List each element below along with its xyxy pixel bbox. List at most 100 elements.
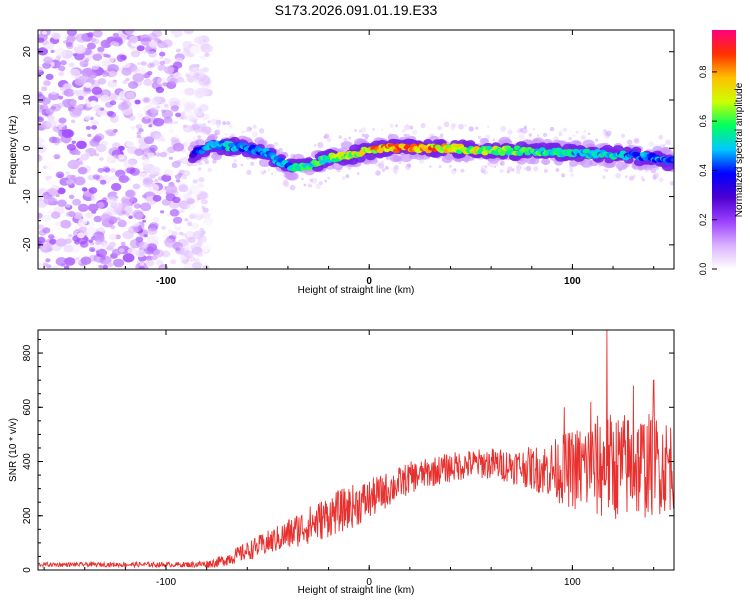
noise-blob — [132, 73, 145, 83]
noise-blob — [149, 144, 158, 152]
halo-point — [229, 124, 233, 129]
halo-point — [629, 175, 635, 181]
noise-blob — [55, 221, 62, 227]
noise-blob — [198, 108, 202, 112]
noise-blob — [40, 241, 51, 251]
halo-point — [572, 134, 576, 137]
noise-blob — [184, 87, 195, 96]
halo-point — [506, 170, 510, 174]
noise-blob — [135, 213, 144, 219]
halo-point — [602, 175, 606, 179]
noise-blob — [38, 262, 42, 268]
noise-blob — [133, 203, 141, 209]
noise-blob — [42, 214, 52, 222]
noise-blob — [159, 101, 170, 110]
halo-point — [222, 121, 227, 126]
halo-point — [464, 124, 467, 127]
halo-point — [389, 123, 394, 128]
ridge-outer-point — [616, 161, 628, 170]
noise-blob — [168, 97, 181, 107]
noise-blob — [128, 35, 139, 44]
noise-blob — [73, 176, 86, 186]
noise-blob — [135, 124, 143, 130]
noise-blob — [66, 143, 76, 151]
noise-blob — [121, 210, 126, 215]
noise-blob — [165, 184, 178, 194]
noise-blob — [154, 179, 159, 183]
halo-point — [492, 138, 495, 141]
noise-blob — [75, 33, 88, 43]
noise-blob — [166, 213, 171, 217]
noise-blob — [151, 96, 162, 104]
noise-blob — [191, 187, 201, 195]
noise-blob — [85, 125, 91, 130]
noise-blob — [55, 48, 67, 57]
halo-point — [507, 166, 513, 172]
noise-blob — [85, 99, 90, 103]
halo-point — [468, 126, 474, 132]
noise-blob — [168, 132, 176, 138]
noise-blob — [97, 46, 105, 53]
noise-blob — [42, 262, 49, 267]
snr-y-tick-label: 800 — [22, 344, 33, 361]
noise-blob — [43, 195, 56, 205]
halo-point — [521, 128, 527, 134]
halo-point — [568, 136, 573, 141]
noise-blob — [164, 44, 169, 48]
noise-blob — [65, 179, 74, 185]
noise-blob — [119, 219, 125, 224]
snr-series-line — [38, 330, 674, 569]
halo-point — [240, 163, 244, 167]
halo-point — [348, 136, 352, 140]
noise-blob — [74, 52, 85, 61]
halo-point — [406, 163, 412, 168]
noise-blob — [122, 30, 134, 36]
colorbar-tick-label: 0.2 — [698, 213, 708, 226]
noise-blob — [58, 117, 67, 124]
spectrogram-y-tick-label: -10 — [22, 189, 33, 204]
noise-blob — [116, 192, 123, 198]
noise-blob — [118, 145, 125, 151]
halo-point — [271, 172, 274, 175]
noise-blob — [87, 203, 99, 212]
noise-blob — [120, 60, 131, 69]
noise-blob — [176, 48, 181, 53]
noise-blob — [162, 82, 168, 87]
noise-blob — [197, 183, 204, 189]
noise-blob — [125, 263, 132, 269]
noise-blob — [69, 108, 82, 118]
noise-blob — [117, 47, 122, 51]
noise-blob — [90, 37, 97, 43]
noise-blob — [128, 115, 136, 121]
noise-blob — [64, 257, 76, 266]
noise-blob — [65, 204, 71, 208]
noise-blob — [124, 205, 133, 212]
noise-blob — [108, 208, 116, 214]
halo-point — [620, 133, 626, 139]
noise-blob — [84, 58, 90, 63]
noise-blob — [59, 219, 72, 229]
ridge-outer-point — [580, 159, 593, 168]
halo-point — [437, 125, 442, 131]
noise-blob — [101, 242, 109, 249]
spectrogram-x-label: Height of straight line (km) — [298, 285, 415, 296]
noise-blob — [77, 167, 88, 175]
noise-blob — [135, 249, 146, 258]
noise-blob — [118, 248, 125, 253]
noise-blob — [201, 211, 211, 219]
noise-blob — [79, 240, 89, 248]
noise-blob — [142, 219, 147, 223]
noise-blob — [136, 45, 145, 52]
noise-blob — [61, 98, 74, 108]
noise-blob — [93, 135, 102, 142]
spectrogram-x-tick-label: 100 — [564, 276, 581, 287]
noise-blob — [198, 177, 205, 183]
halo-point — [615, 172, 621, 179]
noise-blob — [178, 184, 189, 193]
noise-blob — [116, 217, 121, 221]
noise-blob — [42, 227, 51, 234]
noise-blob — [194, 258, 200, 263]
ridge-outer-point — [392, 155, 402, 162]
noise-blob — [38, 116, 44, 123]
noise-blob — [172, 196, 181, 203]
